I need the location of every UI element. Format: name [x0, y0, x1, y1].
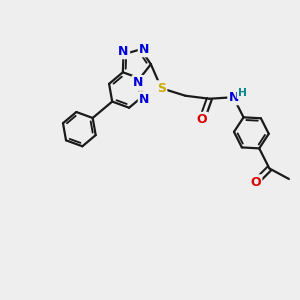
Text: N: N — [118, 45, 129, 58]
Text: O: O — [196, 113, 207, 126]
Text: O: O — [250, 176, 261, 189]
Text: N: N — [139, 93, 150, 106]
Text: N: N — [229, 91, 239, 104]
Text: S: S — [157, 82, 166, 95]
Text: H: H — [238, 88, 247, 98]
Text: N: N — [139, 43, 150, 56]
Text: N: N — [133, 76, 143, 89]
